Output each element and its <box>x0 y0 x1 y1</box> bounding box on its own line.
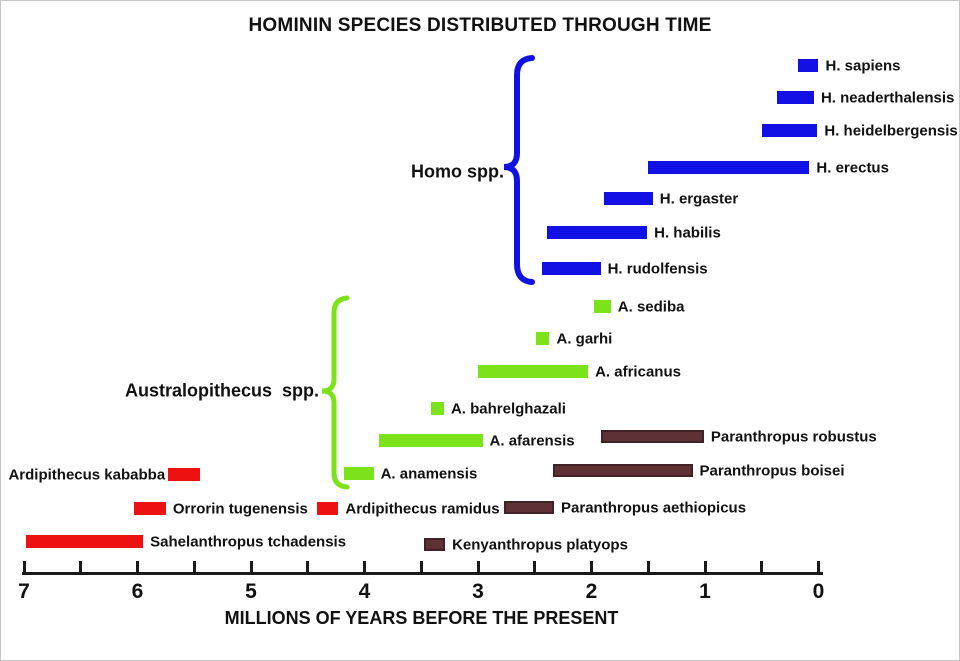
axis-tick <box>192 561 196 573</box>
axis-tick-label: 6 <box>131 580 144 603</box>
species-bar <box>316 502 339 515</box>
species-bar <box>600 430 704 443</box>
axis-tick <box>476 561 480 573</box>
species-bar <box>134 502 166 515</box>
axis-tick <box>306 561 310 573</box>
species-bar <box>547 226 648 239</box>
axis-tick-label: 7 <box>18 580 30 603</box>
species-label: A. anamensis <box>380 465 478 482</box>
species-label: H. rudolfensis <box>607 260 708 277</box>
axis-tick <box>79 561 83 573</box>
species-bar <box>798 59 819 72</box>
australopithecus-group-label: Australopithecus spp. <box>124 380 319 401</box>
axis-tick <box>817 561 820 573</box>
axis-tick-label: 5 <box>245 580 257 603</box>
species-bar <box>478 365 589 378</box>
species-label: A. bahrelghazali <box>450 400 566 417</box>
species-bar <box>26 535 144 548</box>
species-label: H. habilis <box>654 224 721 241</box>
axis-tick-label: 1 <box>699 580 711 603</box>
species-label: Sahelanthropus tchadensis <box>150 533 347 550</box>
species-label: A. africanus <box>595 363 681 380</box>
axis-tick <box>22 561 26 573</box>
species-bar <box>593 300 611 313</box>
homo-group-label: Homo spp. <box>411 161 504 182</box>
axis-tick <box>703 561 707 573</box>
species-bar <box>761 124 818 137</box>
axis-tick-label: 3 <box>472 580 484 603</box>
species-label: Kenyanthropus platyops <box>452 536 628 553</box>
species-label: Paranthropus boisei <box>699 462 845 479</box>
species-bar <box>344 467 374 480</box>
axis-tick <box>419 561 423 573</box>
species-bar <box>168 468 200 481</box>
species-label: A. sediba <box>617 298 685 315</box>
species-label: A. afarensis <box>489 432 575 449</box>
species-bar <box>648 161 810 174</box>
species-label: Orrorin tugenensis <box>172 500 308 517</box>
axis-tick-label: 4 <box>358 580 371 603</box>
axis-tick <box>646 561 650 573</box>
axis-tick <box>760 561 764 573</box>
chart-title: HOMININ SPECIES DISTRIBUTED THROUGH TIME <box>248 15 712 36</box>
axis-tick <box>533 561 537 573</box>
species-bar <box>776 91 814 104</box>
axis-tick <box>363 561 366 573</box>
species-label: Ardipithecus kababba <box>8 466 166 483</box>
x-axis-line <box>22 572 823 575</box>
species-bar <box>535 332 550 345</box>
species-label: H. neaderthalensis <box>820 89 955 106</box>
species-bar <box>431 402 444 415</box>
species-label: A. garhi <box>556 330 613 347</box>
axis-tick <box>136 561 139 573</box>
species-label: H. sapiens <box>825 57 901 74</box>
species-bar <box>552 464 693 477</box>
species-bar <box>541 262 601 275</box>
species-bar <box>379 434 483 447</box>
species-label: H. erectus <box>816 159 889 176</box>
species-label: Ardipithecus ramidus <box>345 500 500 517</box>
axis-tick-label: 0 <box>812 580 825 603</box>
species-label: H. heidelbergensis <box>824 122 958 139</box>
axis-tick <box>590 561 593 573</box>
axis-tick-label: 2 <box>585 580 598 603</box>
species-bar <box>423 538 446 551</box>
species-label: Paranthropus robustus <box>710 428 877 445</box>
species-bar <box>504 501 555 514</box>
species-label: H. ergaster <box>659 190 739 207</box>
x-axis-title: MILLIONS OF YEARS BEFORE THE PRESENT <box>224 608 619 628</box>
axis-tick <box>249 561 253 573</box>
species-bar <box>603 192 653 205</box>
species-label: Paranthropus aethiopicus <box>561 499 747 516</box>
